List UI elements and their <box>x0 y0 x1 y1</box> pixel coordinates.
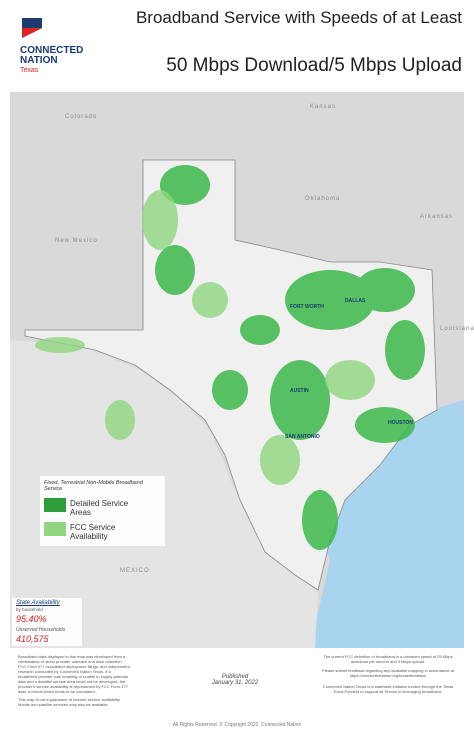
title-line2: 50 Mbps Download/5 Mbps Upload <box>166 55 462 76</box>
logo-name: CONNECTED NATION <box>20 45 84 66</box>
city-label: SAN ANTONIO <box>285 434 320 440</box>
unserved-label: Unserved Households <box>16 627 66 633</box>
note: The current FCC definition of broadband … <box>323 654 453 664</box>
neighbor-label: Arkansas <box>420 214 453 220</box>
neighbor-label: Colorado <box>65 114 97 120</box>
city-label: HOUSTON <box>388 420 413 426</box>
title-line1: Broadband Service with Speeds of at Leas… <box>135 8 462 27</box>
published-label: Published <box>221 674 249 680</box>
stats-sublabel: by household <box>16 607 43 612</box>
logo-state: Texas <box>20 67 39 74</box>
city-label: FORT WORTH <box>290 304 324 310</box>
legend-swatch <box>44 522 66 536</box>
logo-flag-red <box>22 28 42 38</box>
note: Connected Nation Texas is a statewide in… <box>322 684 454 694</box>
unserved: 410,575 <box>16 634 49 644</box>
published: Published January 31, 2022 <box>180 674 290 686</box>
legend-item: Detailed Service Areas <box>70 499 129 517</box>
note: Please submit feedback regarding any ava… <box>322 668 454 678</box>
neighbor-label: Kansas <box>310 104 336 110</box>
legend-swatch <box>44 498 66 512</box>
neighbor-label: Louisiana <box>440 326 474 332</box>
notes-left: Broadband data displayed in this map was… <box>18 654 130 707</box>
note: This map is not a guarantee of internet … <box>18 697 121 707</box>
note: Broadband data displayed in this map was… <box>18 654 130 694</box>
service-areas <box>155 165 425 550</box>
neighbor-label: MEXICO <box>120 568 150 574</box>
notes-right: The current FCC definition of broadband … <box>318 654 458 694</box>
stats-box <box>12 598 82 646</box>
availability: 95.40% <box>16 614 47 624</box>
fcc-areas <box>35 190 375 485</box>
city-label: AUSTIN <box>290 388 309 394</box>
neighbor-label: Oklahoma <box>305 196 340 202</box>
published-date: January 31, 2022 <box>211 680 259 686</box>
stats-label: State Availability <box>16 600 60 606</box>
footer: All Rights Reserved. © Copyright 2022, C… <box>172 722 302 728</box>
legend-item: FCC Service Availability <box>70 523 116 541</box>
city-label: DALLAS <box>345 298 366 304</box>
neighbor-label: New Mexico <box>55 238 98 244</box>
legend-title: Fixed, Terrestrial Non-Mobile Broadband … <box>44 480 143 492</box>
